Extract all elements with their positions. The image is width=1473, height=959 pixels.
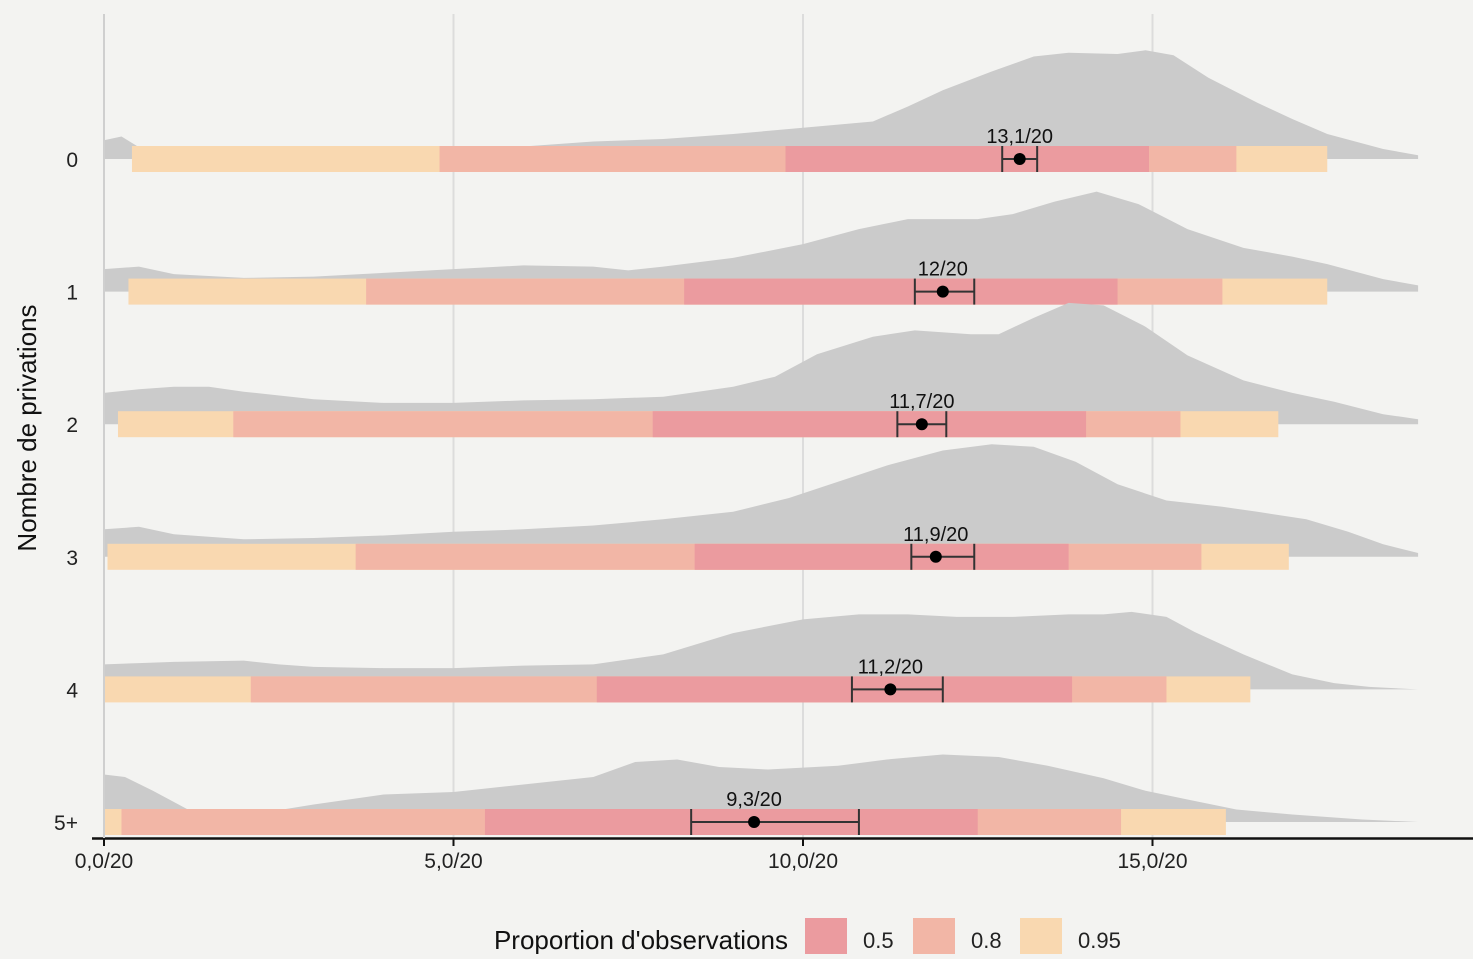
y-tick-label: 4 [66, 679, 78, 702]
y-tick-label: 3 [66, 547, 78, 570]
group-3: 11,9/20 3 [66, 444, 1419, 570]
density-ridge [104, 302, 1419, 425]
y-tick-label: 1 [66, 282, 78, 305]
legend-title: Proportion d'observations [494, 925, 788, 954]
mean-label: 12/20 [918, 259, 968, 281]
mean-label: 9,3/20 [726, 789, 782, 811]
interval-band-0.5 [694, 543, 1069, 570]
legend-item-label: 0.95 [1078, 928, 1121, 953]
density-ridge [104, 191, 1419, 292]
mean-point [1013, 153, 1026, 165]
y-tick-label: 0 [66, 149, 78, 172]
x-tick-label: 5,0/20 [424, 850, 482, 873]
legend-swatch [913, 918, 955, 954]
mean-label: 13,1/20 [986, 126, 1053, 148]
mean-point [915, 418, 928, 431]
axis-layer: 0,0/20 5,0/20 10,0/20 15,0/20 [75, 14, 1473, 873]
density-ridge [104, 754, 1419, 822]
interval-band-0.5 [652, 411, 1087, 438]
mean-label: 11,7/20 [889, 391, 954, 413]
legend-item-label: 0.5 [863, 928, 894, 953]
mean-point [748, 816, 761, 828]
legend: Proportion d'observations 0.5 0.8 0.95 [494, 918, 1121, 955]
density-ridge [104, 444, 1419, 557]
interval-band-0.5 [684, 278, 1118, 305]
mean-label: 11,2/20 [858, 656, 923, 678]
x-tick-label: 10,0/20 [768, 850, 838, 873]
legend-swatch [805, 918, 847, 954]
density-ridge [104, 50, 1419, 159]
groups-layer: 13,1/20 0 12/20 1 11,7/20 2 11,9/20 3 11,2/20 4 9,… [54, 50, 1419, 835]
mean-point [929, 550, 942, 563]
mean-point [884, 683, 897, 696]
y-axis-title: Nombre de privations [12, 304, 42, 551]
group-1: 12/20 1 [66, 191, 1419, 305]
y-tick-label: 2 [66, 414, 78, 437]
y-tick-label: 5+ [54, 812, 78, 835]
group-0: 13,1/20 0 [66, 50, 1419, 172]
x-tick-label: 0,0/20 [75, 850, 133, 873]
legend-item-label: 0.8 [971, 928, 1002, 953]
mean-label: 11,9/20 [903, 524, 968, 546]
interval-band-0.5 [596, 676, 1073, 703]
legend-swatch [1020, 918, 1062, 954]
density-ridge [104, 611, 1419, 690]
interval-band-0.5 [785, 146, 1150, 172]
group-5+: 9,3/20 5+ [54, 754, 1419, 835]
x-tick-label: 15,0/20 [1117, 850, 1187, 873]
group-2: 11,7/20 2 [66, 302, 1419, 438]
mean-point [936, 285, 949, 298]
group-4: 11,2/20 4 [66, 611, 1419, 703]
